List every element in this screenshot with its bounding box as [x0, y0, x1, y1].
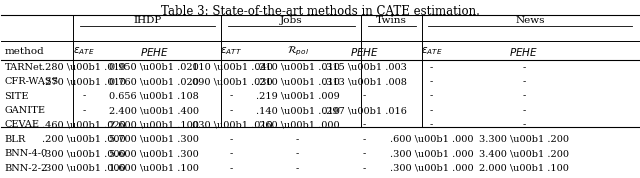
- Text: -: -: [522, 92, 525, 101]
- Text: 3.400 \u00b1 .200: 3.400 \u00b1 .200: [479, 149, 569, 158]
- Text: BNN-4-0: BNN-4-0: [4, 149, 48, 158]
- Text: $PEHE$: $PEHE$: [140, 46, 169, 58]
- Text: $\epsilon_{ATT}$: $\epsilon_{ATT}$: [220, 46, 242, 57]
- Text: Twins: Twins: [376, 16, 407, 25]
- Text: .300 \u00b1 .000: .300 \u00b1 .000: [42, 149, 126, 158]
- Text: -: -: [229, 106, 232, 115]
- Text: -: -: [430, 106, 433, 115]
- Text: .315 \u00b1 .003: .315 \u00b1 .003: [323, 63, 406, 72]
- Text: -: -: [229, 149, 232, 158]
- Text: -: -: [522, 121, 525, 130]
- Text: -: -: [229, 135, 232, 144]
- Text: -: -: [363, 121, 366, 130]
- Text: 0.656 \u00b1 .108: 0.656 \u00b1 .108: [109, 92, 199, 101]
- Text: -: -: [296, 149, 300, 158]
- Text: -: -: [522, 63, 525, 72]
- Text: SITE: SITE: [4, 92, 29, 101]
- Text: -: -: [522, 106, 525, 115]
- Text: .260 \u00b1 .000: .260 \u00b1 .000: [256, 121, 339, 130]
- Text: .090 \u00b1 .030: .090 \u00b1 .030: [189, 77, 273, 86]
- Text: .140 \u00b1 .010: .140 \u00b1 .010: [256, 106, 340, 115]
- Text: -: -: [83, 92, 86, 101]
- Text: Jobs: Jobs: [280, 16, 303, 25]
- Text: $\epsilon_{ATE}$: $\epsilon_{ATE}$: [74, 46, 95, 57]
- Text: $PEHE$: $PEHE$: [509, 46, 538, 58]
- Text: -: -: [522, 77, 525, 86]
- Text: .219 \u00b1 .009: .219 \u00b1 .009: [256, 92, 340, 101]
- Text: $\epsilon_{ATE}$: $\epsilon_{ATE}$: [420, 46, 442, 57]
- Text: -: -: [430, 77, 433, 86]
- Text: 1.600 \u00b1 .100: 1.600 \u00b1 .100: [109, 164, 199, 173]
- Text: BNN-2-2: BNN-2-2: [4, 164, 48, 173]
- Text: .600 \u00b1 .000: .600 \u00b1 .000: [390, 135, 473, 144]
- Text: 2.000 \u00b1 .100: 2.000 \u00b1 .100: [479, 164, 569, 173]
- Text: -: -: [363, 92, 366, 101]
- Text: .280 \u00b1 .010: .280 \u00b1 .010: [42, 63, 126, 72]
- Text: IHDP: IHDP: [133, 16, 161, 25]
- Text: $PEHE$: $PEHE$: [350, 46, 379, 58]
- Text: -: -: [296, 135, 300, 144]
- Text: 2.600 \u00b1 .100: 2.600 \u00b1 .100: [109, 121, 199, 130]
- Text: -: -: [430, 121, 433, 130]
- Text: Table 3: State-of-the-art methods in CATE estimation.: Table 3: State-of-the-art methods in CAT…: [161, 5, 479, 18]
- Text: 3.300 \u00b1 .200: 3.300 \u00b1 .200: [479, 135, 569, 144]
- Text: .030 \u00b1 .010: .030 \u00b1 .010: [189, 121, 273, 130]
- Text: -: -: [430, 92, 433, 101]
- Text: GANITE: GANITE: [4, 106, 45, 115]
- Text: -: -: [229, 164, 232, 173]
- Text: -: -: [229, 92, 232, 101]
- Text: .300 \u00b1 .000: .300 \u00b1 .000: [42, 164, 126, 173]
- Text: .200 \u00b1 .000: .200 \u00b1 .000: [42, 135, 126, 144]
- Text: CFR-WASS: CFR-WASS: [4, 77, 59, 86]
- Text: 0.760 \u00b1 .020: 0.760 \u00b1 .020: [109, 77, 199, 86]
- Text: -: -: [363, 149, 366, 158]
- Text: method: method: [4, 47, 44, 56]
- Text: 0.950 \u00b1 .020: 0.950 \u00b1 .020: [109, 63, 199, 72]
- Text: TARNet: TARNet: [4, 63, 44, 72]
- Text: .210 \u00b1 .010: .210 \u00b1 .010: [256, 77, 340, 86]
- Text: -: -: [363, 135, 366, 144]
- Text: 5.700 \u00b1 .300: 5.700 \u00b1 .300: [109, 135, 199, 144]
- Text: .297 \u00b1 .016: .297 \u00b1 .016: [323, 106, 406, 115]
- Text: -: -: [83, 106, 86, 115]
- Text: .210 \u00b1 .010: .210 \u00b1 .010: [256, 63, 340, 72]
- Text: $\mathcal{R}_{pol}$: $\mathcal{R}_{pol}$: [287, 45, 308, 58]
- Text: -: -: [363, 164, 366, 173]
- Text: .460 \u00b1 .020: .460 \u00b1 .020: [42, 121, 126, 130]
- Text: CEVAE: CEVAE: [4, 121, 40, 130]
- Text: .300 \u00b1 .000: .300 \u00b1 .000: [390, 149, 474, 158]
- Text: News: News: [516, 16, 545, 25]
- Text: .110 \u00b1 .040: .110 \u00b1 .040: [189, 63, 273, 72]
- Text: 2.400 \u00b1 .400: 2.400 \u00b1 .400: [109, 106, 199, 115]
- Text: BLR: BLR: [4, 135, 26, 144]
- Text: .270 \u00b1 .010: .270 \u00b1 .010: [42, 77, 126, 86]
- Text: 5.600 \u00b1 .300: 5.600 \u00b1 .300: [109, 149, 199, 158]
- Text: -: -: [296, 164, 300, 173]
- Text: -: -: [430, 63, 433, 72]
- Text: .313 \u00b1 .008: .313 \u00b1 .008: [323, 77, 406, 86]
- Text: .300 \u00b1 .000: .300 \u00b1 .000: [390, 164, 474, 173]
